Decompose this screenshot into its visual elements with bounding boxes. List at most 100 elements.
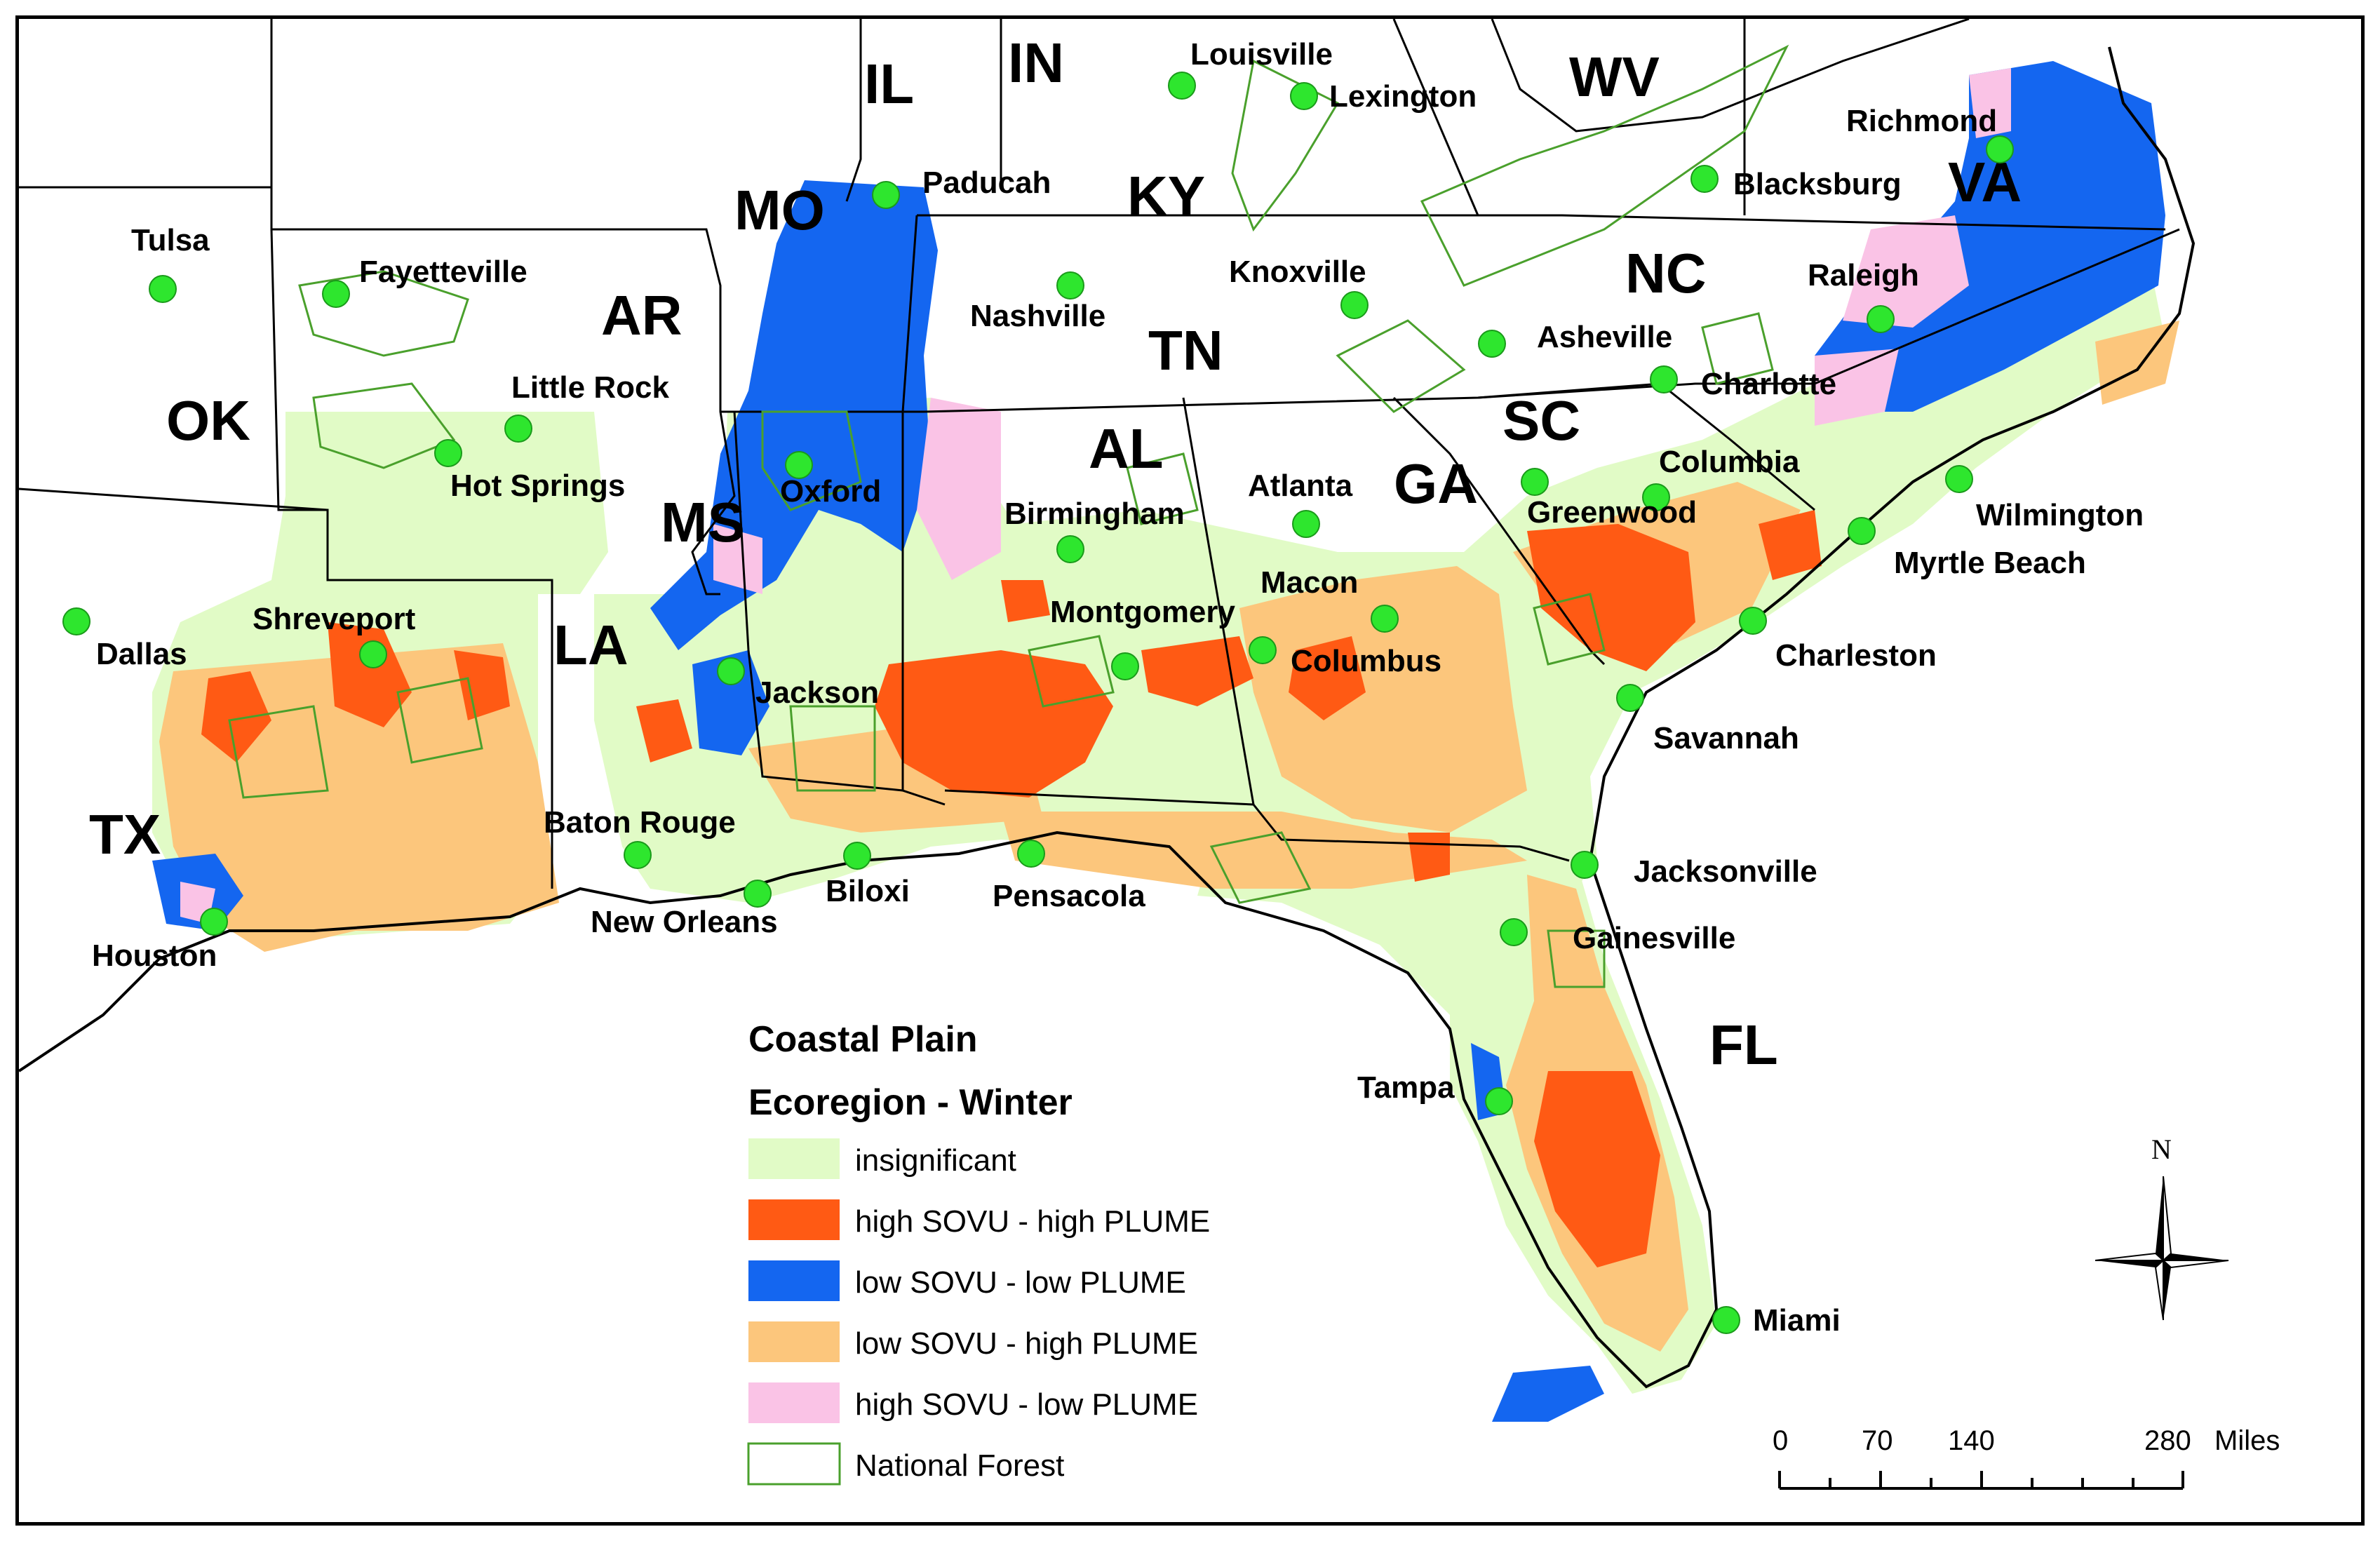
city-label-atlanta: Atlanta xyxy=(1248,469,1353,503)
state-label-fl: FL xyxy=(1709,1014,1778,1076)
city-dot-nashville xyxy=(1056,271,1084,300)
state-label-wv: WV xyxy=(1569,46,1660,108)
state-label-ok: OK xyxy=(166,389,250,452)
legend: Coastal Plain Ecoregion - Winter insigni… xyxy=(747,1019,1210,1486)
city-label-savannah: Savannah xyxy=(1653,721,1799,755)
city-label-birmingham: Birmingham xyxy=(1004,497,1185,531)
city-labels: Louisville Lexington Paducah Richmond Bl… xyxy=(92,37,2144,1338)
state-label-al: AL xyxy=(1089,417,1164,480)
state-borders xyxy=(19,19,2180,889)
city-dot-lexington xyxy=(1290,82,1318,110)
legend-label-high-high: high SOVU - high PLUME xyxy=(855,1204,1210,1239)
city-dot-paducah xyxy=(872,181,900,209)
city-label-pensacola: Pensacola xyxy=(993,879,1145,913)
city-label-miami: Miami xyxy=(1753,1303,1841,1338)
city-label-blacksburg: Blacksburg xyxy=(1733,167,1902,201)
city-label-charleston: Charleston xyxy=(1775,638,1937,673)
city-dot-louisville xyxy=(1168,72,1196,100)
city-label-paducah: Paducah xyxy=(922,166,1051,200)
scale-unit: Miles xyxy=(2214,1425,2280,1456)
state-label-ar: AR xyxy=(601,284,683,346)
city-label-myrtle-beach: Myrtle Beach xyxy=(1894,546,2086,580)
city-dot-shreveport xyxy=(359,640,387,668)
city-dot-columbia xyxy=(1642,483,1670,511)
state-label-la: LA xyxy=(553,614,628,676)
state-label-sc: SC xyxy=(1502,389,1580,452)
state-label-ky: KY xyxy=(1127,165,1205,227)
city-dot-tampa xyxy=(1485,1087,1513,1115)
city-label-little-rock: Little Rock xyxy=(511,370,669,405)
city-label-wilmington: Wilmington xyxy=(1976,498,2144,532)
city-label-columbus: Columbus xyxy=(1291,644,1441,678)
scale-tick-140: 140 xyxy=(1948,1425,1995,1456)
city-label-shreveport: Shreveport xyxy=(253,602,416,636)
state-labels: IL IN WV MO KY VA AR NC TN OK SC AL GA M… xyxy=(89,32,2022,1076)
legend-swatch-national-forest xyxy=(747,1442,841,1486)
city-label-dallas: Dallas xyxy=(96,637,187,671)
legend-title-line2: Ecoregion - Winter xyxy=(748,1082,1073,1123)
city-dot-jackson xyxy=(717,657,745,685)
city-dot-biloxi xyxy=(843,842,871,870)
city-dot-pensacola xyxy=(1017,840,1045,868)
state-label-mo: MO xyxy=(734,179,825,241)
city-label-jackson: Jackson xyxy=(755,675,879,710)
city-dot-greenwood xyxy=(1521,468,1549,496)
city-label-fayetteville: Fayetteville xyxy=(359,255,527,289)
city-label-columbia: Columbia xyxy=(1659,445,1800,479)
city-dot-charlotte xyxy=(1650,365,1678,393)
city-label-montgomery: Montgomery xyxy=(1050,595,1236,629)
city-label-macon: Macon xyxy=(1260,565,1358,600)
north-arrow: N xyxy=(2095,1133,2229,1321)
scale-tick-280: 280 xyxy=(2144,1425,2191,1456)
legend-label-national-forest: National Forest xyxy=(855,1448,1064,1483)
state-label-ms: MS xyxy=(661,491,745,553)
legend-label-low-high: low SOVU - high PLUME xyxy=(855,1326,1198,1361)
scale-bar: 0 70 140 280 Miles xyxy=(1773,1425,2280,1490)
map-frame: IL IN WV MO KY VA AR NC TN OK SC AL GA M… xyxy=(15,15,2365,1526)
city-dot-columbus xyxy=(1249,636,1277,664)
city-dot-dallas xyxy=(62,607,90,635)
legend-label-high-low: high SOVU - low PLUME xyxy=(855,1387,1198,1422)
city-label-raleigh: Raleigh xyxy=(1808,258,1919,292)
legend-label-insignificant: insignificant xyxy=(855,1143,1016,1178)
city-label-charlotte: Charlotte xyxy=(1701,367,1836,401)
city-label-knoxville: Knoxville xyxy=(1229,255,1366,289)
city-markers xyxy=(62,72,2014,1334)
city-dot-tulsa xyxy=(149,275,177,303)
city-label-louisville: Louisville xyxy=(1190,37,1333,72)
legend-swatch-high-high xyxy=(748,1199,840,1240)
state-label-nc: NC xyxy=(1625,242,1707,304)
scale-tick-0: 0 xyxy=(1773,1425,1788,1456)
state-label-va: VA xyxy=(1948,151,2022,213)
city-dot-houston xyxy=(200,908,228,936)
city-dot-hot-springs xyxy=(434,439,462,467)
legend-swatch-high-low xyxy=(748,1382,840,1423)
city-dot-birmingham xyxy=(1056,535,1084,563)
legend-label-low-low: low SOVU - low PLUME xyxy=(855,1265,1186,1300)
city-label-hot-springs: Hot Springs xyxy=(450,469,625,503)
city-dot-blacksburg xyxy=(1690,165,1719,193)
legend-swatch-low-low xyxy=(748,1260,840,1301)
city-dot-oxford xyxy=(785,451,813,479)
city-dot-richmond xyxy=(1986,135,2014,163)
city-dot-jacksonville xyxy=(1571,851,1599,879)
city-label-lexington: Lexington xyxy=(1329,79,1477,114)
city-dot-raleigh xyxy=(1867,305,1895,333)
city-label-baton-rouge: Baton Rouge xyxy=(544,805,736,840)
state-label-tx: TX xyxy=(89,803,161,866)
state-label-il: IL xyxy=(864,53,914,115)
city-label-new-orleans: New Orleans xyxy=(591,905,778,939)
legend-title-line1: Coastal Plain xyxy=(748,1019,978,1060)
city-dot-new-orleans xyxy=(744,880,772,908)
city-label-jacksonville: Jacksonville xyxy=(1634,854,1817,889)
city-dot-baton-rouge xyxy=(624,841,652,869)
city-dot-savannah xyxy=(1616,684,1644,712)
city-dot-little-rock xyxy=(504,415,532,443)
high-sovu-high-plume-region xyxy=(201,510,1822,1267)
city-label-gainesville: Gainesville xyxy=(1573,921,1735,955)
city-dot-macon xyxy=(1371,605,1399,633)
city-dot-myrtle-beach xyxy=(1848,517,1876,545)
city-dot-fayetteville xyxy=(322,280,350,308)
scale-tick-70: 70 xyxy=(1862,1425,1893,1456)
legend-swatch-insignificant xyxy=(748,1138,840,1179)
